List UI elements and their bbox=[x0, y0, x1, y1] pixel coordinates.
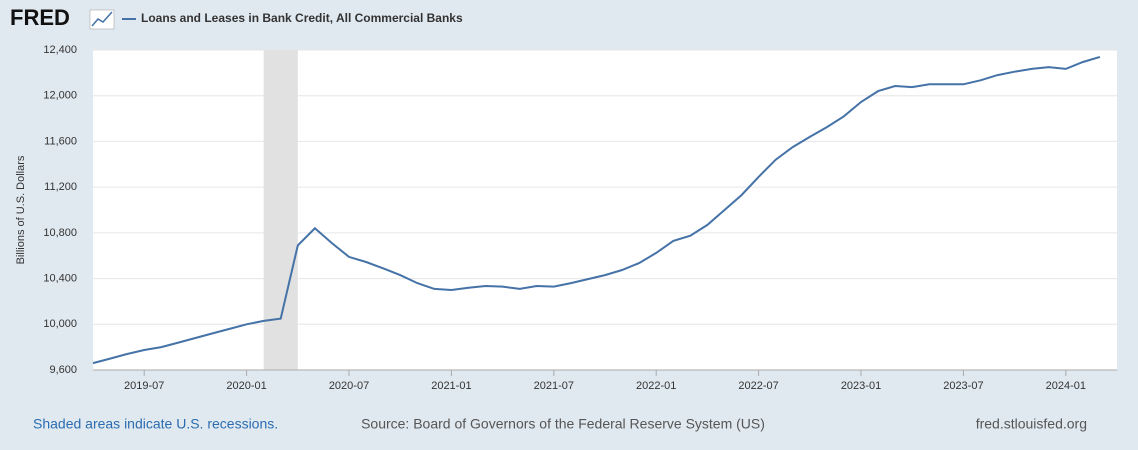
x-tick-label: 2022-07 bbox=[738, 380, 778, 392]
y-tick-label: 10,000 bbox=[43, 318, 77, 330]
plot-area bbox=[93, 50, 1117, 370]
logo-icon bbox=[89, 9, 115, 30]
recession-note[interactable]: Shaded areas indicate U.S. recessions. bbox=[33, 416, 278, 432]
x-tick-label: 2020-07 bbox=[329, 380, 369, 392]
y-tick-label: 12,000 bbox=[43, 90, 77, 102]
x-tick-label: 2024-01 bbox=[1046, 380, 1086, 392]
y-tick-label: 9,600 bbox=[49, 364, 77, 376]
source: Source: Board of Governors of the Federa… bbox=[361, 416, 765, 432]
legend-label: Loans and Leases in Bank Credit, All Com… bbox=[141, 11, 463, 25]
recession-band bbox=[263, 50, 298, 370]
x-tick-label: 2023-01 bbox=[841, 380, 881, 392]
y-tick-label: 11,200 bbox=[44, 181, 77, 193]
y-tick-label: 10,800 bbox=[43, 227, 77, 239]
data-line bbox=[92, 55, 1101, 365]
y-tick-label: 10,400 bbox=[43, 272, 77, 284]
y-tick-label: 11,600 bbox=[44, 135, 77, 147]
y-tick-label: 12,400 bbox=[43, 44, 77, 56]
logo[interactable]: FRED bbox=[10, 5, 70, 30]
x-tick-label: 2022-01 bbox=[636, 380, 676, 392]
x-tick-label: 2023-07 bbox=[943, 380, 983, 392]
y-axis-label: Billions of U.S. Dollars bbox=[15, 155, 27, 264]
x-tick-label: 2020-01 bbox=[226, 380, 266, 392]
x-tick-label: 2019-07 bbox=[124, 380, 164, 392]
x-tick-label: 2021-01 bbox=[431, 380, 471, 392]
site[interactable]: fred.stlouisfed.org bbox=[976, 416, 1087, 432]
x-tick-label: 2021-07 bbox=[534, 380, 574, 392]
